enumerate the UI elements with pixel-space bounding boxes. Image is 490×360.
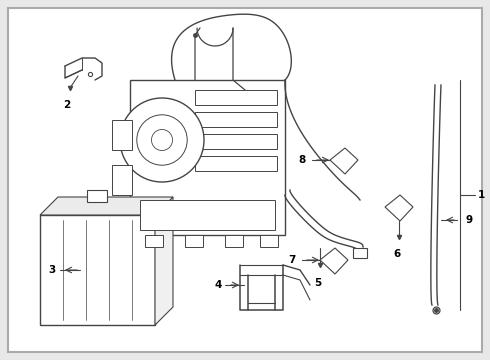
Bar (195, 90, 277, 105)
Bar (195, 156, 277, 171)
Bar (195, 134, 277, 149)
Text: 1: 1 (478, 190, 485, 200)
Bar (145, 235, 163, 247)
Bar (112, 120, 132, 150)
Polygon shape (320, 248, 348, 274)
Text: 5: 5 (315, 278, 321, 288)
Circle shape (151, 130, 172, 150)
Bar (87, 190, 107, 202)
Bar (112, 165, 132, 195)
Bar (195, 112, 277, 127)
Text: 8: 8 (298, 155, 306, 165)
Text: 4: 4 (214, 280, 221, 290)
Text: 9: 9 (465, 215, 472, 225)
Circle shape (120, 98, 204, 182)
Polygon shape (330, 148, 358, 174)
Polygon shape (40, 197, 173, 215)
Bar (260, 235, 278, 247)
Bar (130, 80, 285, 235)
Bar (225, 235, 243, 247)
Polygon shape (385, 195, 413, 221)
Bar (185, 235, 203, 247)
Text: 6: 6 (393, 249, 401, 259)
Bar (353, 248, 367, 258)
Text: 7: 7 (288, 255, 295, 265)
Text: 3: 3 (49, 265, 56, 275)
Circle shape (137, 115, 187, 165)
Bar (40, 215, 155, 325)
Text: 2: 2 (63, 100, 71, 110)
Bar (140, 200, 275, 230)
Polygon shape (155, 197, 173, 325)
